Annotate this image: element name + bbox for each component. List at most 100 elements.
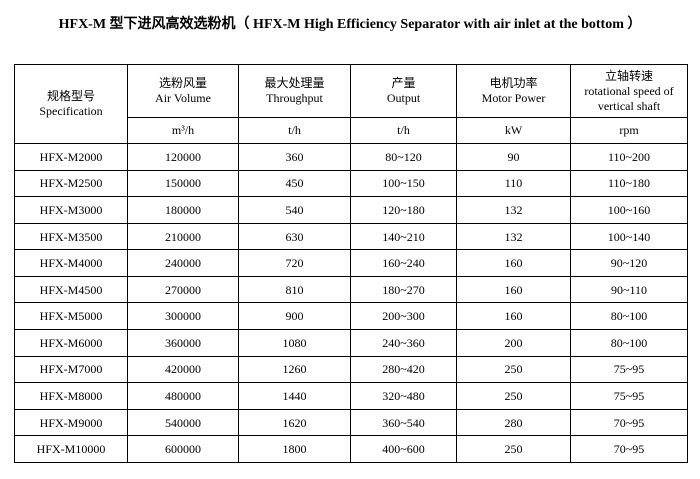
- cell-throughput: 630: [238, 222, 351, 251]
- cell-throughput: 810: [238, 275, 351, 304]
- cell-output: 240~360: [350, 329, 457, 357]
- table-row: HFX-M5000 300000 900 200~300 160 80~100: [14, 302, 688, 331]
- cell-air-volume: 270000: [127, 275, 239, 304]
- cell-air-volume: 300000: [127, 302, 239, 331]
- col-header-rotational-speed-en: rotational speed of vertical shaft: [584, 83, 674, 113]
- cell-rotational-speed: 75~95: [570, 382, 688, 410]
- col-header-motor-power-en: Motor Power: [481, 91, 546, 105]
- header-unit-row: m³/h t/h t/h kW rpm: [15, 117, 688, 144]
- cell-air-volume: 210000: [127, 222, 239, 251]
- cell-specification: HFX-M9000: [14, 408, 128, 437]
- cell-output: 160~240: [350, 249, 457, 277]
- cell-motor-power: 160: [456, 275, 571, 304]
- unit-air-volume: m³/h: [127, 117, 239, 144]
- table-row: HFX-M4000 240000 720 160~240 160 90~120: [14, 249, 688, 277]
- cell-specification: HFX-M5000: [14, 302, 128, 331]
- cell-specification: HFX-M6000: [14, 329, 128, 357]
- cell-rotational-speed: 75~95: [570, 355, 688, 384]
- cell-motor-power: 132: [456, 196, 571, 224]
- table-row: HFX-M8000 480000 1440 320~480 250 75~95: [14, 382, 688, 410]
- cell-output: 140~210: [350, 222, 457, 251]
- cell-throughput: 1260: [238, 355, 351, 384]
- col-header-motor-power-zh: 电机功率: [489, 76, 538, 90]
- table-row: HFX-M6000 360000 1080 240~360 200 80~100: [14, 329, 688, 357]
- table-row: HFX-M2500 150000 450 100~150 110 110~180: [14, 169, 688, 198]
- col-header-throughput-en: Throughput: [266, 91, 323, 105]
- cell-throughput: 450: [238, 169, 351, 198]
- table-row: HFX-M10000 600000 1800 400~600 250 70~95: [14, 435, 688, 463]
- cell-throughput: 1800: [238, 435, 351, 463]
- cell-rotational-speed: 100~160: [570, 196, 688, 224]
- cell-output: 120~180: [350, 196, 457, 224]
- col-header-output-zh: 产量: [391, 76, 416, 90]
- cell-motor-power: 160: [456, 249, 571, 277]
- cell-output: 400~600: [350, 435, 457, 463]
- table-row: HFX-M2000 120000 360 80~120 90 110~200: [14, 143, 688, 171]
- cell-rotational-speed: 80~100: [570, 329, 688, 357]
- cell-throughput: 720: [238, 249, 351, 277]
- cell-throughput: 360: [238, 143, 351, 171]
- table-row: HFX-M3000 180000 540 120~180 132 100~160: [14, 196, 688, 224]
- cell-air-volume: 420000: [127, 355, 239, 384]
- col-header-specification: 规格型号 Specification: [14, 64, 128, 144]
- cell-throughput: 1080: [238, 329, 351, 357]
- cell-specification: HFX-M3500: [14, 222, 128, 251]
- table-row: HFX-M4500 270000 810 180~270 160 90~110: [14, 275, 688, 304]
- cell-motor-power: 250: [456, 382, 571, 410]
- unit-motor-power: kW: [456, 117, 571, 144]
- col-header-air-volume-zh: 选粉风量: [158, 76, 207, 90]
- cell-output: 100~150: [350, 169, 457, 198]
- cell-air-volume: 150000: [127, 169, 239, 198]
- cell-motor-power: 250: [456, 355, 571, 384]
- header-name-row: 规格型号 Specification 选粉风量 Air Volume 最大处理量…: [14, 64, 688, 144]
- cell-specification: HFX-M2500: [14, 169, 128, 198]
- cell-rotational-speed: 70~95: [570, 435, 688, 463]
- col-header-air-volume-en: Air Volume: [155, 91, 211, 105]
- cell-output: 360~540: [350, 408, 457, 437]
- cell-output: 200~300: [350, 302, 457, 331]
- table-row: HFX-M7000 420000 1260 280~420 250 75~95: [14, 355, 688, 384]
- cell-throughput: 900: [238, 302, 351, 331]
- cell-specification: HFX-M8000: [14, 382, 128, 410]
- col-header-rotational-speed: 立轴转速 rotational speed of vertical shaft: [570, 64, 688, 118]
- page-title: HFX-M 型下进风高效选粉机（ HFX-M High Efficiency S…: [58, 17, 642, 32]
- cell-rotational-speed: 70~95: [570, 408, 688, 437]
- table-row: HFX-M9000 540000 1620 360~540 280 70~95: [14, 408, 688, 437]
- cell-specification: HFX-M10000: [14, 435, 128, 463]
- col-header-specification-zh: 规格型号: [46, 89, 95, 103]
- col-header-throughput: 最大处理量 Throughput: [238, 64, 351, 118]
- table-row: HFX-M3500 210000 630 140~210 132 100~140: [14, 222, 688, 251]
- cell-motor-power: 90: [456, 143, 571, 171]
- col-header-output-en: Output: [386, 91, 421, 105]
- cell-motor-power: 280: [456, 408, 571, 437]
- cell-motor-power: 160: [456, 302, 571, 331]
- cell-specification: HFX-M7000: [14, 355, 128, 384]
- cell-specification: HFX-M4000: [14, 249, 128, 277]
- cell-motor-power: 110: [456, 169, 571, 198]
- cell-rotational-speed: 90~120: [570, 249, 688, 277]
- unit-output: t/h: [350, 117, 457, 144]
- cell-rotational-speed: 110~180: [570, 169, 688, 198]
- cell-output: 280~420: [350, 355, 457, 384]
- cell-air-volume: 120000: [127, 143, 239, 171]
- cell-motor-power: 250: [456, 435, 571, 463]
- col-header-motor-power: 电机功率 Motor Power: [456, 64, 571, 118]
- cell-rotational-speed: 90~110: [570, 275, 688, 304]
- col-header-output: 产量 Output: [350, 64, 457, 118]
- cell-throughput: 1620: [238, 408, 351, 437]
- col-header-specification-en: Specification: [39, 104, 103, 118]
- cell-air-volume: 540000: [127, 408, 239, 437]
- col-header-rotational-speed-zh: 立轴转速: [604, 68, 653, 83]
- cell-output: 320~480: [350, 382, 457, 410]
- unit-throughput: t/h: [238, 117, 351, 144]
- cell-throughput: 1440: [238, 382, 351, 410]
- cell-air-volume: 180000: [127, 196, 239, 224]
- cell-throughput: 540: [238, 196, 351, 224]
- cell-specification: HFX-M3000: [14, 196, 128, 224]
- cell-rotational-speed: 110~200: [570, 143, 688, 171]
- cell-air-volume: 360000: [127, 329, 239, 357]
- cell-air-volume: 480000: [127, 382, 239, 410]
- cell-motor-power: 132: [456, 222, 571, 251]
- cell-rotational-speed: 100~140: [570, 222, 688, 251]
- col-header-throughput-zh: 最大处理量: [264, 76, 325, 90]
